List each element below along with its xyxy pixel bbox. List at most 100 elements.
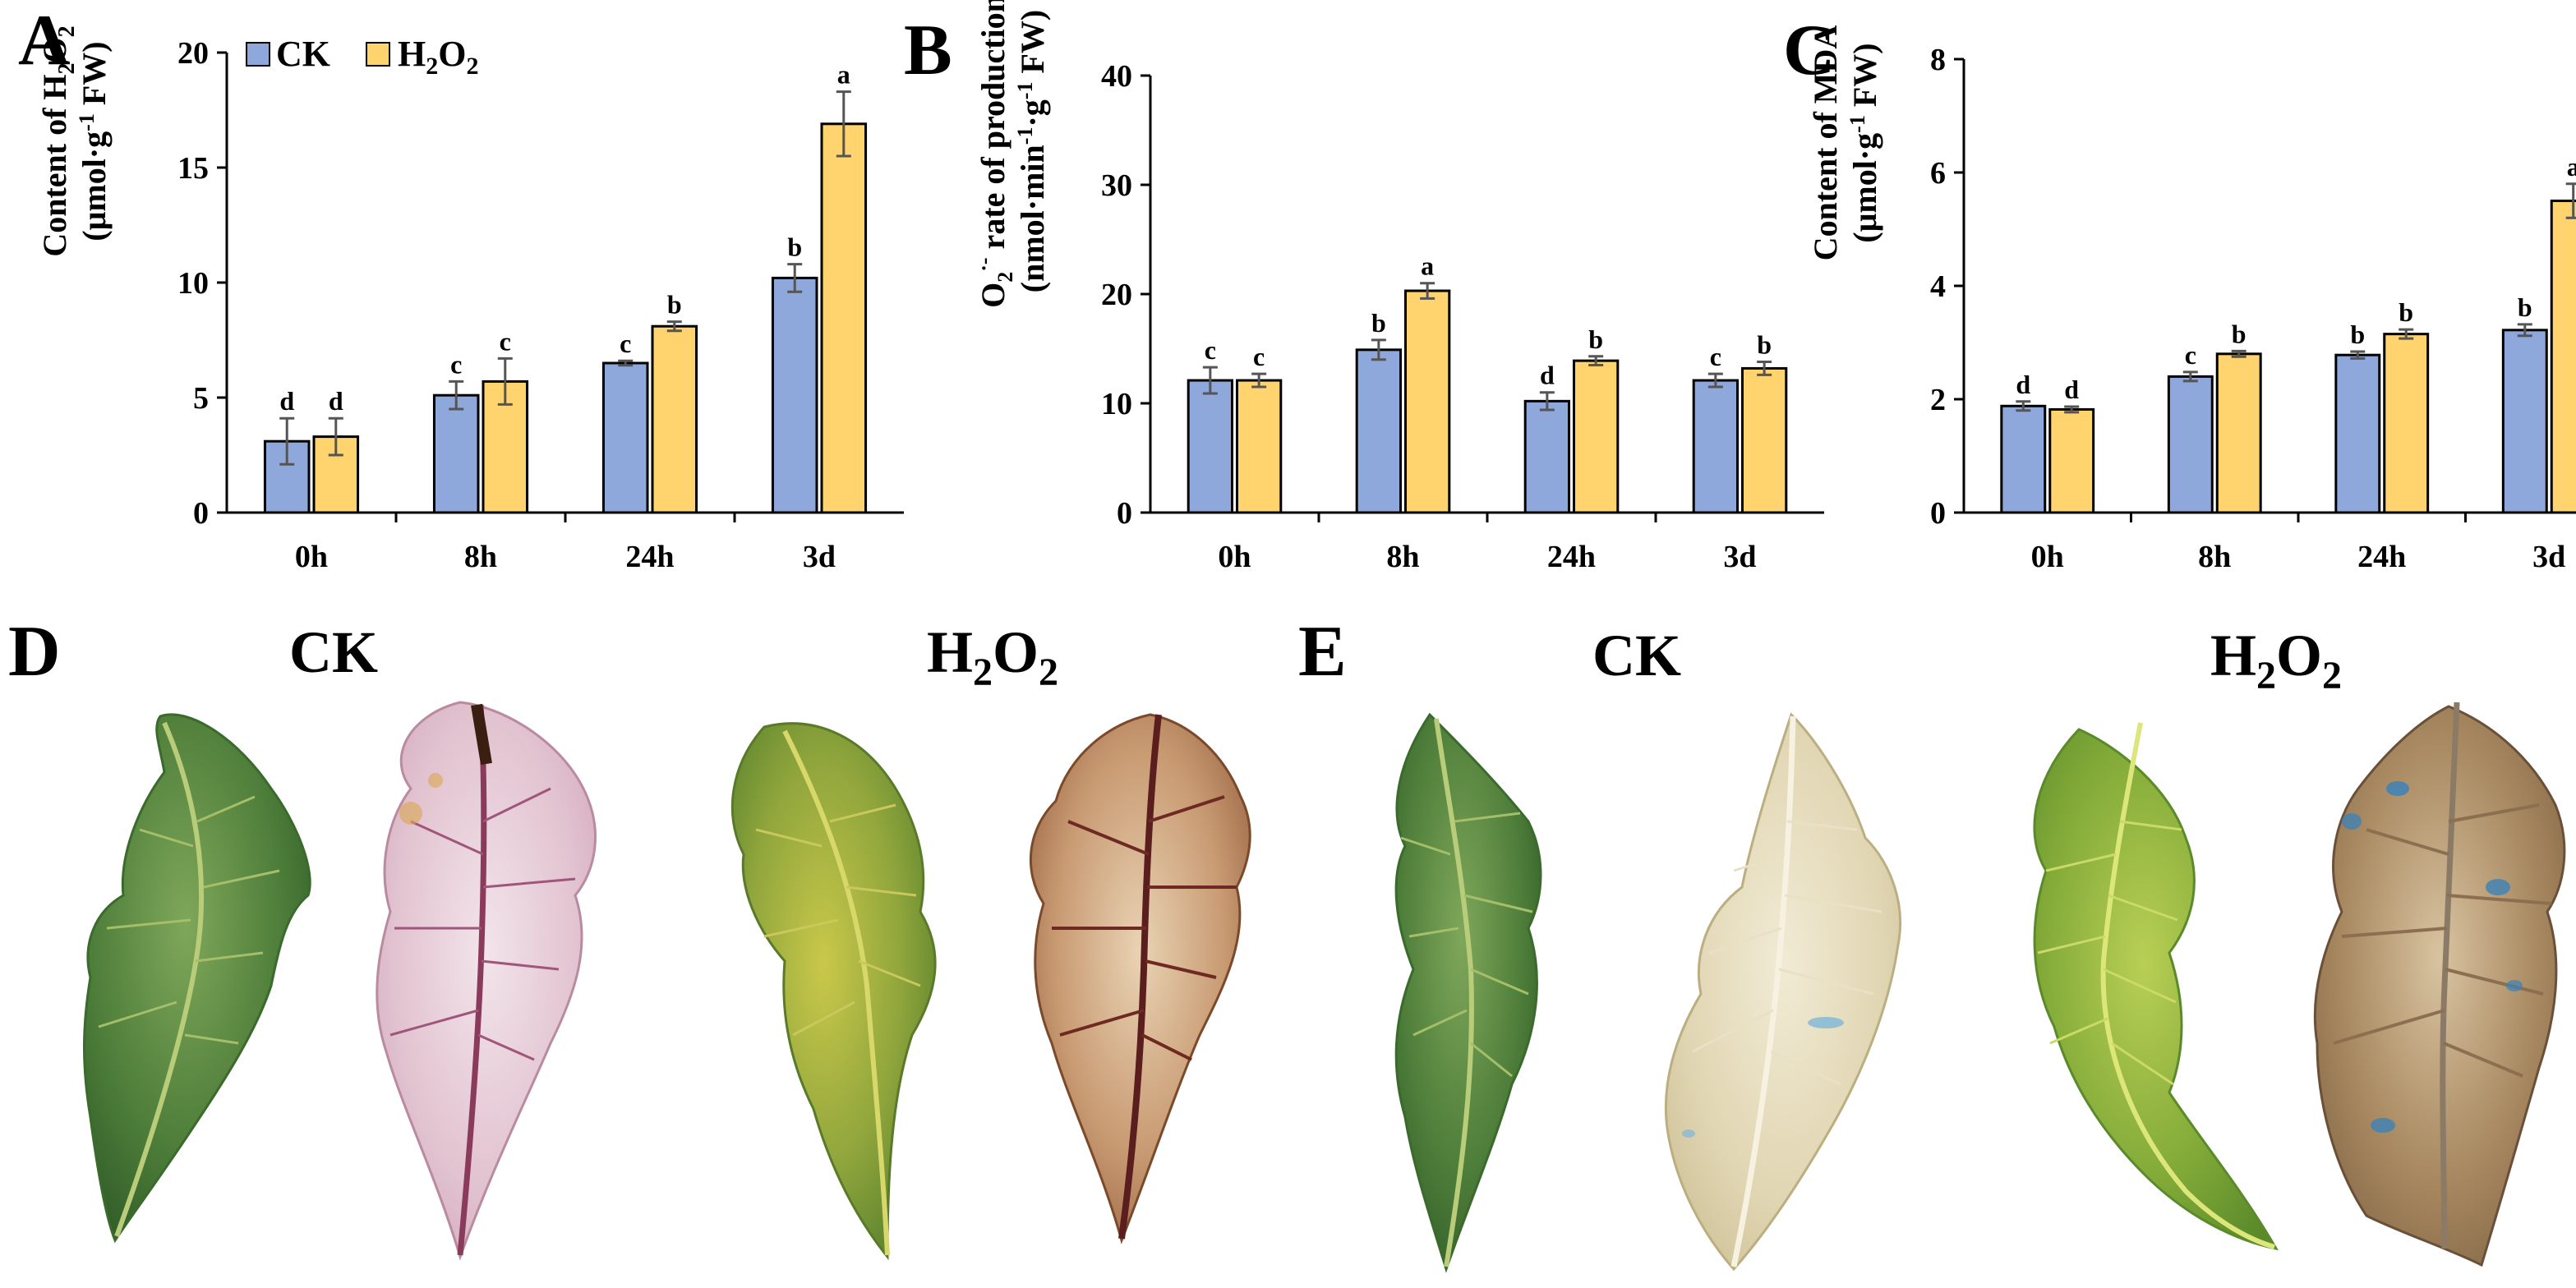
significance-letter: b: [2518, 292, 2532, 322]
chart-panel-b: B O2·- rate of production (nmol·min-1·g-…: [904, 0, 1051, 308]
y-tick-label: 0: [1117, 496, 1132, 531]
leaf-photo-d-ck-stained: [376, 701, 597, 1261]
photo-d-ck-label: CK: [289, 619, 378, 685]
photo-d-h2o2-h: H: [927, 619, 973, 685]
panel-label-d: D: [8, 612, 61, 692]
photo-panel-d: D CK H2O2: [8, 612, 1251, 1261]
significance-letter: c: [500, 326, 511, 356]
legend-swatch-h2o2: [366, 42, 390, 67]
legend-h2o2-o: O: [438, 34, 466, 74]
bar-h2o2: [2048, 407, 2095, 514]
y-axis-unit-a-text2: FW): [76, 41, 113, 113]
significance-letter: b: [667, 290, 682, 320]
y-axis-label-b-text: rate of production: [975, 0, 1012, 257]
bar-ck: [2501, 329, 2548, 514]
photo-e-h2o2-s1: 2: [2256, 654, 2276, 697]
photo-panel-e: E CK H2O2: [1298, 612, 2566, 1273]
x-tick-label: 3d: [803, 540, 836, 574]
significance-letter: d: [2016, 370, 2030, 399]
significance-letter: c: [620, 329, 631, 358]
legend-swatch-ck: [246, 42, 270, 67]
y-axis-unit-b-sup2: -1: [1013, 82, 1037, 100]
y-tick-label: 4: [1930, 269, 1946, 304]
significance-letter: b: [2232, 319, 2247, 348]
bar-h2o2: [1236, 379, 1283, 514]
y-tick-label: 20: [1101, 278, 1132, 312]
chart-b-plot: 0 10 20 30 40 0h c c 8h b a 24h d b 3d c b: [1101, 59, 1824, 574]
y-tick-label: 15: [177, 151, 209, 186]
y-axis-label-a-text2: O: [36, 37, 73, 62]
photo-d-h2o2-label: H2O2: [927, 619, 1058, 694]
x-tick-label: 0h: [295, 540, 328, 574]
photo-d-h2o2-s1: 2: [973, 651, 993, 694]
y-tick-label: 0: [1930, 496, 1946, 531]
panel-label-c: C: [1783, 11, 1836, 90]
photo-d-h2o2-s2: 2: [1039, 651, 1058, 694]
bar-ck: [2000, 404, 2047, 514]
y-axis-label-c: Content of MDA: [1807, 25, 1844, 261]
leaf-photo-e-h2o2-stained: [2313, 702, 2566, 1267]
significance-letter: d: [279, 386, 294, 416]
bar-h2o2: [1573, 359, 1620, 514]
y-axis-unit-b-a: (nmol·min: [1014, 145, 1051, 292]
chart-c-plot: 0 2 4 6 8 0h d d 8h c b 24h b b 3d b a: [1930, 43, 2576, 574]
y-axis-unit-b: (nmol·min-1·g-1 FW): [1013, 10, 1051, 292]
y-tick-label: 20: [177, 36, 209, 71]
panel-label-b: B: [904, 11, 952, 90]
photo-e-h2o2-label: H2O2: [2210, 623, 2342, 697]
y-axis-unit-c-sup: -1: [1846, 115, 1869, 133]
bar-ck: [771, 276, 818, 514]
significance-letter: c: [1205, 335, 1216, 365]
bar-ck: [2334, 353, 2381, 514]
y-tick-label: 10: [1101, 387, 1132, 421]
significance-letter: b: [1757, 329, 1772, 359]
legend-h2o2-sub2: 2: [466, 53, 478, 80]
y-axis-unit-b-sup1: -1: [1013, 127, 1037, 145]
legend-h2o2-h: H: [398, 34, 426, 74]
y-tick-label: 8: [1930, 43, 1946, 77]
leaf-photo-e-ck-fresh: [1394, 712, 1542, 1273]
bar-h2o2: [2215, 352, 2262, 514]
x-tick-label: 0h: [2031, 540, 2064, 574]
significance-letter: a: [837, 60, 850, 90]
chart-panel-c: C Content of MDA (μmol·g-1 FW): [1783, 11, 1883, 260]
bar-ck: [1187, 379, 1233, 514]
leaf-photo-d-h2o2-fresh: [730, 722, 937, 1261]
significance-letter: c: [2185, 340, 2196, 370]
y-axis-label-b: O2·- rate of production: [972, 0, 1017, 308]
leaf-photo-e-h2o2-fresh: [2033, 722, 2279, 1251]
x-tick-label: 8h: [1386, 540, 1419, 574]
y-axis-unit-b-b: ·g: [1014, 99, 1051, 126]
significance-letter: a: [2567, 152, 2576, 182]
y-tick-label: 30: [1101, 168, 1132, 203]
legend-h2o2-sub1: 2: [426, 53, 438, 80]
y-tick-label: 6: [1930, 156, 1946, 191]
x-tick-label: 24h: [1547, 540, 1596, 574]
bar-ck: [432, 393, 480, 514]
bar-ck: [2167, 375, 2214, 514]
y-axis-label-b-sub: 2: [993, 272, 1017, 283]
leaf-photo-d-ck-fresh: [83, 713, 311, 1244]
chart-panel-a: A Content of H2O2 (μmol·g-1 FW) CK H2O2: [18, 1, 478, 257]
significance-letter: b: [2399, 297, 2413, 327]
significance-letter: c: [1710, 342, 1721, 371]
chart-a-plot: 0 5 10 15 20 0h d d 8h c c 24h c b 3d b a: [177, 36, 904, 574]
bar-h2o2: [2550, 200, 2576, 514]
leaf-photo-e-ck-stained: [1664, 712, 1902, 1272]
y-axis-unit-c: (μmol·g-1 FW): [1846, 43, 1883, 242]
bar-h2o2: [820, 122, 868, 514]
significance-letter: b: [787, 232, 802, 262]
photo-d-h2o2-o: O: [993, 619, 1039, 685]
bar-ck: [1692, 379, 1739, 514]
bar-h2o2: [651, 324, 698, 514]
leaf-photo-d-h2o2-stained: [1029, 713, 1251, 1244]
bar-h2o2: [1404, 289, 1451, 514]
photo-e-ck-label: CK: [1592, 623, 1681, 688]
y-axis-unit-c-b: FW): [1846, 43, 1883, 115]
y-axis-label-b-o: O: [975, 283, 1012, 308]
panel-label-e: E: [1298, 612, 1347, 692]
bar-h2o2: [2383, 333, 2430, 514]
y-tick-label: 5: [193, 381, 209, 416]
x-tick-label: 24h: [2357, 540, 2406, 574]
